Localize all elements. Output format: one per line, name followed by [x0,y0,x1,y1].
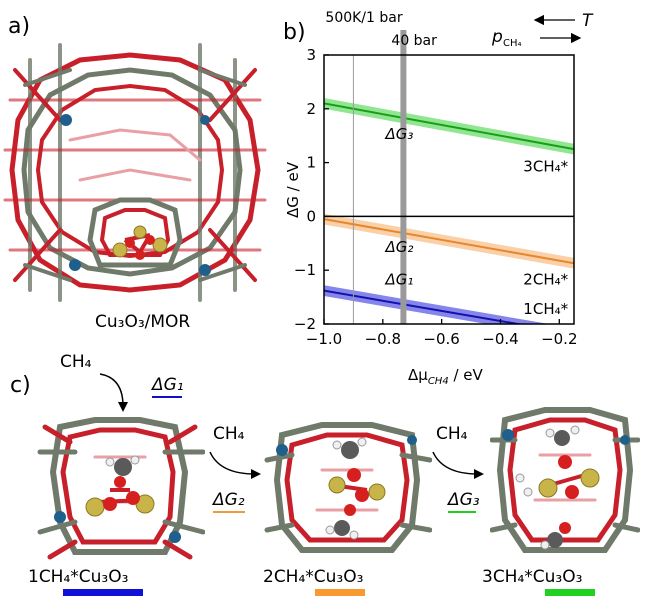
step3-arrow [432,451,484,479]
x-tick-label: −1.0 [306,330,342,348]
x-axis-label-subscript: CH4 [428,376,449,387]
x-axis-label-symbol: Δμ [408,366,428,384]
caption-2ch4-cu3o3: 2CH₄*Cu₃O₃ [263,567,364,587]
step2-delta-g-underline [213,511,245,513]
step1-delta-g: ΔG₁ [152,375,184,395]
step2-reactant: CH₄ [213,424,245,444]
caption-3ch4-cu3o3: 3CH₄*Cu₃O₃ [482,567,583,587]
panel-a-letter: a) [8,14,31,39]
y-axis-label: ΔG / eV [284,161,302,218]
step2-delta-g: ΔG₂ [213,490,245,510]
y-tick-label: 3 [306,46,316,64]
series-line-1 [324,102,574,151]
series-band-3 [324,285,550,324]
series-line-2 [324,218,574,265]
y-tick-label: 0 [306,207,316,225]
caption-1ch4-swatch [63,589,143,596]
x-tick-label: −0.2 [541,330,577,348]
y-tick-label: −1 [294,261,316,279]
panel-b-letter: b) [283,20,306,45]
panel-c-letter: c) [10,373,31,398]
x-tick-label: −0.8 [365,330,401,348]
chart-annotation-3: ΔG₁ [385,270,414,288]
pressure-label: p [491,27,503,47]
label-500k-1bar: 500K/1 bar [325,10,402,26]
plot-frame [323,54,575,325]
y-tick-label: 1 [306,154,316,172]
caption-2ch4-swatch [315,589,365,596]
structure-3ch4-cu3o3 [490,407,640,553]
structure-2ch4-cu3o3 [264,422,432,553]
step2-arrow [209,451,261,479]
x-axis-label-unit: / eV [449,366,484,384]
y-tick-label: −2 [294,315,316,333]
step3-delta-g-underline [448,511,476,513]
free-energy-chart: −1.0 −0.8 −0.6 −0.4 −0.2 −2 −1 0 1 2 3 ΔG₃ ΔG₂ ΔG₁ 3C… [284,10,594,387]
step3-reactant: CH₄ [436,424,468,444]
y-tick-label: 2 [306,100,316,118]
cu3o3-mor-structure [3,43,267,302]
chart-annotation-6: 1CH₄* [523,300,568,318]
step3-delta-g: ΔG₃ [448,490,480,510]
chart-annotation-1: ΔG₃ [385,125,414,143]
x-tick-label: −0.4 [482,330,518,348]
pressure-subscript: CH₄ [503,38,522,49]
x-axis-label: ΔμCH4 / eV [408,366,484,387]
chart-annotation-5: 2CH₄* [523,270,568,288]
chart-annotation-2: ΔG₂ [385,238,414,256]
step1-arrow [99,373,128,412]
chart-annotation-4: 3CH₄* [523,157,568,175]
caption-3ch4-swatch [545,589,595,596]
structure-1ch4-cu3o3 [37,417,205,560]
series-line-3 [324,289,524,324]
label-40-bar: 40 bar [391,33,437,49]
step1-delta-g-underline [152,396,182,398]
step1-reactant: CH₄ [60,352,92,372]
temperature-label: T [582,11,594,31]
x-tick-label: −0.6 [423,330,459,348]
caption-1ch4-cu3o3: 1CH₄*Cu₃O₃ [28,567,129,587]
panel-a-caption: Cu₃O₃/MOR [95,312,191,332]
